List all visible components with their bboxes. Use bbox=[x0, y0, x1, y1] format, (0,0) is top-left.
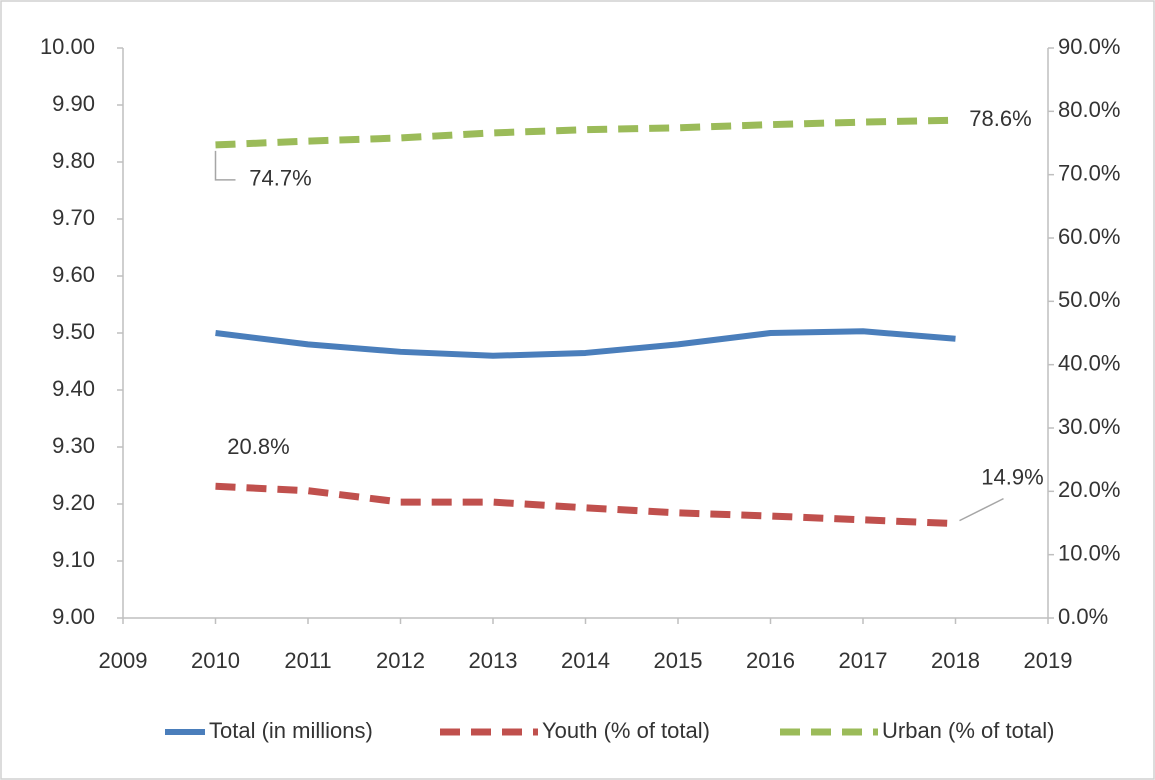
y2-tick-label: 90.0% bbox=[1058, 34, 1120, 59]
y2-tick-label: 80.0% bbox=[1058, 97, 1120, 122]
data-label: 14.9% bbox=[981, 464, 1043, 489]
x-tick-label: 2019 bbox=[1024, 648, 1073, 673]
x-tick-label: 2014 bbox=[561, 648, 610, 673]
y-tick-label: 9.10 bbox=[52, 547, 95, 572]
y-tick-label: 9.90 bbox=[52, 91, 95, 116]
legend-label: Urban (% of total) bbox=[882, 718, 1054, 743]
y2-tick-label: 0.0% bbox=[1058, 604, 1108, 629]
y-tick-label: 10.00 bbox=[40, 34, 95, 59]
x-tick-label: 2018 bbox=[931, 648, 980, 673]
x-tick-label: 2011 bbox=[284, 648, 331, 673]
y-tick-label: 9.40 bbox=[52, 376, 95, 401]
legend-label: Youth (% of total) bbox=[542, 718, 710, 743]
y-tick-label: 9.20 bbox=[52, 490, 95, 515]
x-tick-label: 2009 bbox=[99, 648, 148, 673]
y2-tick-label: 70.0% bbox=[1058, 160, 1120, 185]
y-tick-label: 9.60 bbox=[52, 262, 95, 287]
y2-tick-label: 30.0% bbox=[1058, 414, 1120, 439]
y2-tick-label: 60.0% bbox=[1058, 224, 1120, 249]
data-label: 78.6% bbox=[969, 106, 1031, 131]
legend-label: Total (in millions) bbox=[209, 718, 373, 743]
y2-tick-label: 20.0% bbox=[1058, 477, 1120, 502]
x-tick-label: 2015 bbox=[654, 648, 703, 673]
y2-tick-label: 50.0% bbox=[1058, 287, 1120, 312]
y-tick-label: 9.50 bbox=[52, 319, 95, 344]
x-tick-label: 2013 bbox=[469, 648, 518, 673]
y-tick-label: 9.70 bbox=[52, 205, 95, 230]
leader-line bbox=[214, 150, 236, 181]
y-tick-label: 9.30 bbox=[52, 433, 95, 458]
y-tick-label: 9.00 bbox=[52, 604, 95, 629]
leader-line bbox=[959, 497, 1004, 522]
y2-tick-label: 40.0% bbox=[1058, 350, 1120, 375]
data-label: 20.8% bbox=[227, 434, 289, 459]
y2-tick-label: 10.0% bbox=[1058, 540, 1120, 565]
x-tick-label: 2016 bbox=[746, 648, 795, 673]
data-label: 74.7% bbox=[249, 166, 311, 191]
x-tick-label: 2012 bbox=[376, 648, 425, 673]
y-tick-label: 9.80 bbox=[52, 148, 95, 173]
x-tick-label: 2010 bbox=[191, 648, 240, 673]
x-tick-label: 2017 bbox=[839, 648, 888, 673]
data-line bbox=[215, 328, 956, 359]
